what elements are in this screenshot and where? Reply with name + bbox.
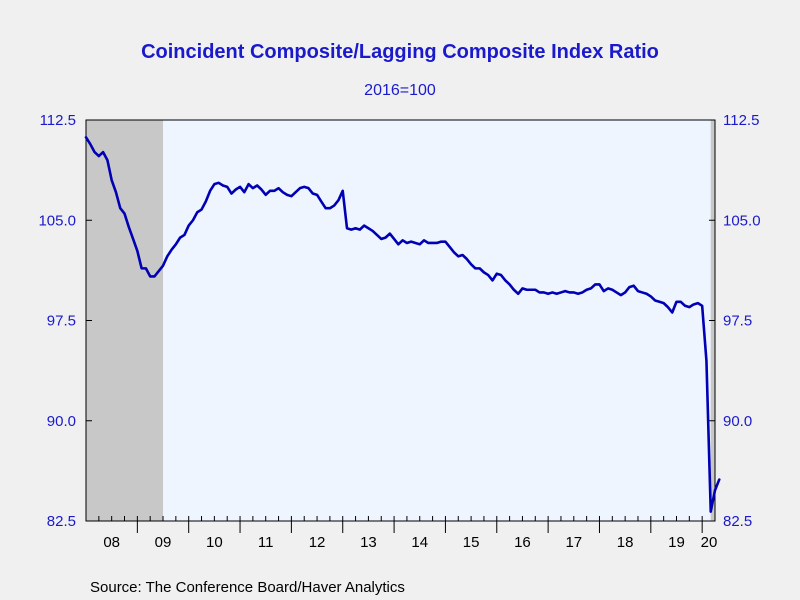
x-tick-label: 10 — [206, 534, 223, 551]
series-line-1 — [84, 136, 721, 513]
x-tick-label: 13 — [360, 534, 377, 551]
recession-band-1 — [86, 120, 164, 521]
y-tick-label-right: 112.5 — [723, 112, 759, 129]
x-tick-label: 20 — [701, 534, 718, 551]
y-tick-label-right: 105.0 — [723, 212, 761, 229]
plot-area — [84, 119, 721, 533]
y-tick-label-left: 105.0 — [38, 212, 76, 229]
y-tick-label-left: 97.5 — [47, 313, 76, 330]
y-tick-label-right: 90.0 — [723, 413, 752, 430]
x-tick-labels: 08 09 10 11 12 13 14 15 16 17 18 19 20 — [103, 534, 717, 551]
y-tick-label-right: 97.5 — [723, 313, 752, 330]
x-tick-label: 11 — [258, 534, 274, 551]
y-tick-labels: 112.5 112.5 105.0 105.0 97.5 97.5 90.0 90.0 82.5… — [38, 112, 760, 530]
x-tick-label: 19 — [668, 534, 685, 551]
x-tick-label: 16 — [514, 534, 531, 551]
x-tick-label: 18 — [617, 534, 634, 551]
chart-source: Source: The Conference Board/Haver Analy… — [90, 579, 405, 596]
y-tick-label-left: 82.5 — [47, 513, 76, 530]
x-tick-label: 17 — [565, 534, 582, 551]
x-tick-label: 12 — [309, 534, 326, 551]
chart-subtitle: 2016=100 — [364, 82, 436, 99]
x-tick-label: 09 — [155, 534, 172, 551]
x-tick-label: 15 — [463, 534, 480, 551]
x-tick-label: 14 — [411, 534, 428, 551]
y-tick-label-left: 112.5 — [40, 112, 76, 129]
x-tick-label: 08 — [103, 534, 120, 551]
chart-title: Coincident Composite/Lagging Composite I… — [141, 41, 659, 63]
y-tick-label-left: 90.0 — [47, 413, 76, 430]
plot-background — [86, 120, 715, 521]
y-tick-label-right: 82.5 — [723, 513, 752, 530]
